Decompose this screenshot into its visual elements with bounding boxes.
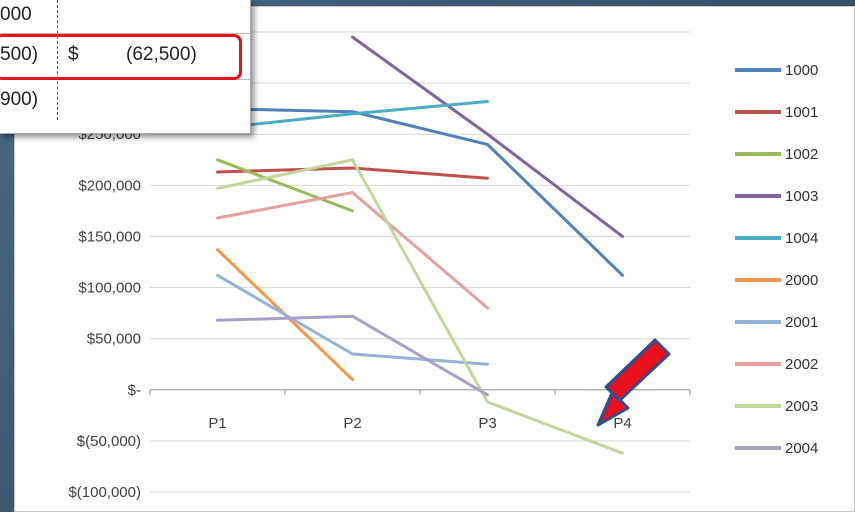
y-tick-label: $(100,000)	[68, 484, 141, 501]
legend-label: 2002	[785, 356, 818, 373]
x-tick-label: P2	[343, 415, 361, 432]
legend-label: 1004	[785, 230, 818, 247]
series-line	[216, 273, 489, 366]
x-tick-label: P4	[613, 415, 631, 432]
series-line	[216, 158, 624, 455]
table-cell: 000	[0, 4, 32, 25]
highlight-box	[0, 34, 242, 80]
cell-divider	[57, 0, 58, 120]
legend-label: 2004	[785, 440, 818, 457]
legend-label: 2000	[785, 272, 818, 289]
series-line	[351, 35, 624, 238]
legend-label: 1001	[785, 104, 818, 121]
table-row: 900)	[0, 85, 250, 118]
series-line	[216, 166, 489, 180]
series-line	[216, 314, 489, 397]
legend-label: 1003	[785, 188, 818, 205]
series-line	[216, 158, 354, 213]
y-tick-label: $-	[128, 382, 141, 399]
y-tick-label: $(50,000)	[77, 433, 141, 450]
legend-label: 2003	[785, 398, 818, 415]
table-row: 500) $ (62,500)	[0, 40, 250, 73]
row-divider	[0, 33, 250, 34]
series-line	[216, 100, 489, 130]
series-line	[216, 107, 624, 277]
x-tick-label: P1	[208, 415, 226, 432]
legend-label: 1002	[785, 146, 818, 163]
spreadsheet-snippet: 000 500) $ (62,500) 900)	[0, 0, 251, 134]
highlighted-value: (62,500)	[126, 44, 197, 65]
table-cell: 500)	[0, 44, 39, 65]
legend-label: 1000	[785, 62, 818, 79]
y-tick-label: $200,000	[78, 177, 141, 194]
y-tick-label: $100,000	[78, 280, 141, 297]
legend-label: 2001	[785, 314, 818, 331]
table-cell: 900)	[0, 89, 39, 110]
x-tick-label: P3	[478, 415, 496, 432]
y-tick-label: $150,000	[78, 228, 141, 245]
series-line	[216, 191, 489, 310]
currency-symbol: $	[68, 44, 79, 65]
y-tick-label: $50,000	[87, 331, 141, 348]
table-row: 000	[0, 0, 250, 33]
